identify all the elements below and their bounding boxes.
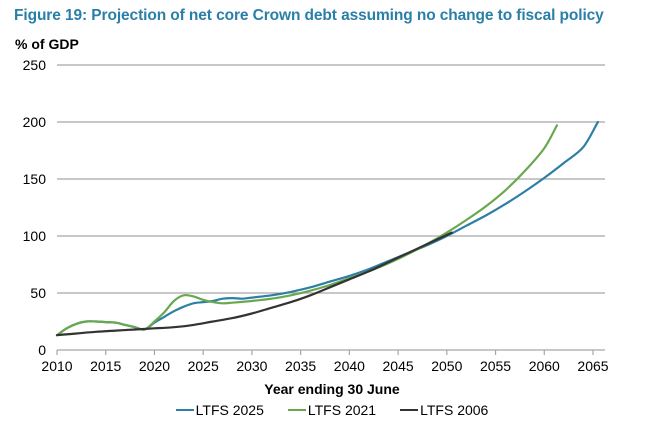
y-tick-label: 200: [23, 114, 47, 130]
x-tick-label: 2030: [236, 358, 267, 374]
x-tick-label: 2050: [431, 358, 462, 374]
x-tick-label: 2020: [139, 358, 170, 374]
x-tick-label: 2060: [529, 358, 560, 374]
y-axis-label: % of GDP: [15, 36, 79, 52]
legend-swatch-ltfs-2025: [175, 409, 194, 411]
x-tick-label: 2010: [41, 358, 72, 374]
y-tick-label: 150: [23, 171, 47, 187]
legend-item-ltfs-2021: LTFS 2021: [287, 402, 377, 418]
x-tick-label: 2055: [480, 358, 511, 374]
x-tick-label: 2035: [285, 358, 316, 374]
legend-label-ltfs-2006: LTFS 2006: [420, 402, 489, 418]
x-tick-label: 2040: [334, 358, 365, 374]
series-line-ltfs-2025: [55, 120, 599, 337]
legend-label-ltfs-2025: LTFS 2025: [195, 402, 264, 418]
y-tick-label: 0: [38, 342, 46, 358]
x-axis: 2010 2015 2020 2025 2030 2035 2040 2045 2050 2055…: [41, 349, 609, 374]
legend: LTFS 2025 LTFS 2021 LTFS 2006: [0, 402, 664, 418]
series-lines: [55, 120, 599, 337]
x-tick-label: 2065: [577, 358, 608, 374]
series-line-ltfs-2006: [55, 231, 453, 337]
y-tick-labels: 0 50 100 150 200 250: [23, 57, 47, 358]
legend-swatch-ltfs-2006: [400, 409, 419, 411]
y-tick-label: 100: [23, 228, 47, 244]
gridlines: [57, 64, 605, 294]
series-line-ltfs-2021: [55, 124, 558, 337]
x-axis-label: Year ending 30 June: [264, 381, 400, 397]
x-tick-label: 2045: [383, 358, 414, 374]
y-tick-label: 250: [23, 57, 47, 73]
legend-item-ltfs-2006: LTFS 2006: [400, 402, 488, 418]
x-tick-label: 2025: [188, 358, 219, 374]
x-tick-label: 2015: [90, 358, 121, 374]
chart-title: Figure 19: Projection of net core Crown …: [14, 7, 604, 24]
legend-label-ltfs-2021: LTFS 2021: [307, 402, 377, 418]
y-tick-label: 50: [30, 285, 46, 301]
legend-swatch-ltfs-2021: [287, 409, 306, 411]
legend-item-ltfs-2025: LTFS 2025: [175, 402, 264, 418]
